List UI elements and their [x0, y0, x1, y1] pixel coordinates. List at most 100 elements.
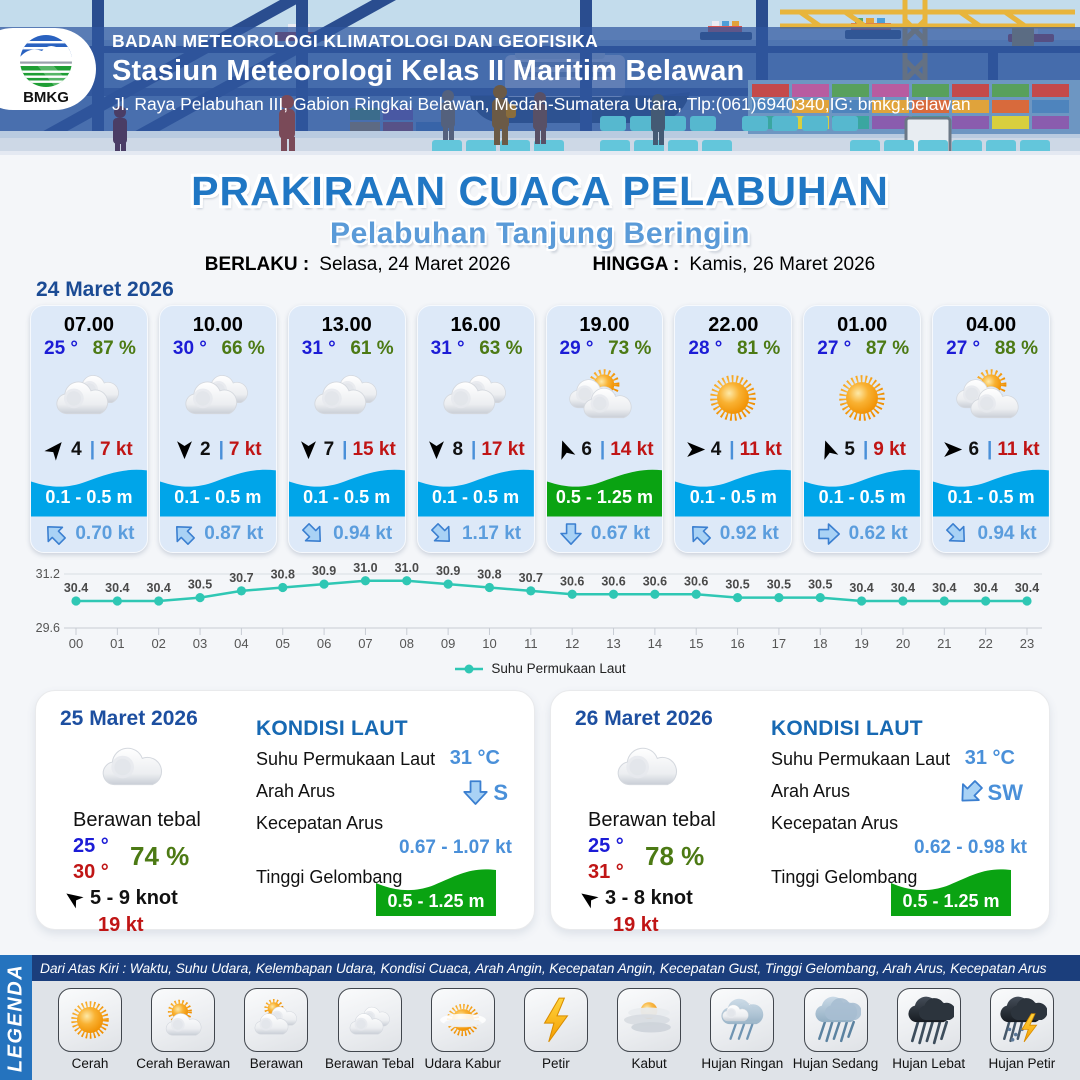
- weather-icon: [804, 360, 920, 436]
- current-row: 0.94 kt: [289, 517, 405, 552]
- legend-tile: [989, 988, 1054, 1052]
- daily-wave-shape-icon: [376, 869, 496, 916]
- agency-name: BADAN METEOROLOGI KLIMATOLOGI DAN GEOFIS…: [112, 31, 599, 51]
- wave-height: 0.1 - 0.5 m: [947, 486, 1035, 507]
- daily-weather-icon: [100, 743, 166, 794]
- header-banner: BMKG BADAN METEOROLOGI KLIMATOLOGI DAN G…: [0, 0, 1080, 155]
- daily-weather-icon: [615, 743, 681, 794]
- legend-weather-icon: [717, 995, 767, 1045]
- wind-direction-icon: [685, 439, 706, 460]
- legend-item: Berawan Tebal: [325, 988, 414, 1080]
- current-direction-icon: [941, 517, 975, 551]
- sst-value: 31 °C: [964, 747, 1015, 769]
- chart-xtick-label: 05: [276, 636, 290, 651]
- legend-label: Hujan Ringan: [701, 1056, 784, 1071]
- wind-gust: 17 kt: [481, 438, 525, 460]
- legend-label: Hujan Lebat: [892, 1056, 966, 1071]
- chart-value-label: 30.8: [477, 568, 501, 582]
- humidity: 87 %: [92, 338, 136, 359]
- wind-speed: 4: [71, 438, 82, 460]
- current-direction-label: Arah Arus: [771, 781, 851, 801]
- chart-data-point: [360, 576, 371, 586]
- wave-band: 0.1 - 0.5 m: [159, 463, 276, 517]
- daily-date: 26 Maret 2026: [575, 707, 713, 730]
- chart-xtick-label: 13: [606, 636, 620, 651]
- chart-data-point: [443, 579, 453, 589]
- legend-tile: [523, 988, 588, 1052]
- sst-chart: 31.2 29.6 30.4 00 30.4 01 30.4 02 30.5 03 30.7 04 30…: [30, 557, 1050, 676]
- chart-data-point: [526, 586, 536, 596]
- legend-item: Hujan Sedang: [792, 988, 880, 1080]
- current-direction-text: SW: [987, 779, 1023, 805]
- legend-tile: [896, 988, 961, 1052]
- forecast-time: 22.00: [708, 314, 759, 336]
- chart-value-label: 30.4: [891, 581, 915, 595]
- wave-height: 0.1 - 0.5 m: [689, 486, 777, 507]
- legend-weather-icon: [531, 995, 581, 1045]
- berlaku-label: BERLAKU :: [204, 254, 310, 275]
- wind-row: 5 | 9 kt: [804, 436, 920, 464]
- wave-shape-icon: [159, 470, 276, 517]
- chart-xtick-label: 22: [978, 636, 992, 651]
- forecast-time: 13.00: [321, 314, 372, 336]
- current-direction-indicator: SW: [957, 779, 1023, 806]
- current-row: 0.92 kt: [675, 517, 791, 552]
- wind-gust: 7 kt: [100, 438, 133, 460]
- current-direction-icon: [559, 522, 583, 546]
- wave-band: 0.1 - 0.5 m: [933, 463, 1049, 517]
- forecast-date-label: 24 Maret 2026: [36, 278, 174, 301]
- chart-value-label: 30.5: [808, 578, 832, 592]
- legend-item: Udara Kabur: [419, 988, 507, 1080]
- wind-direction-icon: [815, 436, 842, 463]
- forecast-card: 16.00 31 ° 63 % 8 | 17 kt 0.1 - 0.5 m 1.…: [416, 305, 535, 553]
- chart-xtick-label: 21: [937, 636, 951, 651]
- chart-value-label: 30.8: [271, 568, 295, 582]
- daily-card: 25 Maret 2026 Berawan tebal 25 ° 30 ° 74…: [35, 690, 535, 936]
- chart-value-label: 30.6: [684, 574, 708, 588]
- chart-xtick-label: 16: [730, 636, 744, 651]
- separator: |: [89, 438, 96, 460]
- legend-item: Kabut: [605, 988, 693, 1080]
- station-name: Stasiun Meteorologi Kelas II Maritim Bel…: [112, 55, 745, 87]
- separator: |: [342, 438, 348, 460]
- chart-xtick-label: 11: [524, 636, 538, 651]
- legend-label: Petir: [542, 1056, 570, 1071]
- chart-data-point: [691, 589, 701, 599]
- current-speed: 0.67 kt: [590, 523, 651, 545]
- forecast-time: 16.00: [450, 314, 501, 336]
- sea-conditions-panel: KONDISI LAUT Suhu Permukaan Laut 31 °C A…: [252, 691, 534, 929]
- chart-value-label: 30.5: [725, 578, 749, 592]
- legend-label: Cerah: [71, 1056, 109, 1071]
- wind-row: 6 | 11 kt: [933, 436, 1049, 464]
- port-illustration: [0, 0, 1080, 155]
- wave-shape-icon: [288, 470, 405, 517]
- wind-gust: 9 kt: [873, 438, 907, 460]
- daily-condition: Berawan tebal: [73, 809, 201, 831]
- chart-xtick-label: 02: [151, 636, 165, 651]
- forecast-time: 19.00: [579, 314, 630, 336]
- legend-tile: [803, 988, 868, 1052]
- daily-date: 25 Maret 2026: [60, 707, 198, 730]
- station-address: Jl. Raya Pelabuhan III, Gabion Ringkai B…: [112, 94, 971, 114]
- weather-icon: [160, 360, 276, 436]
- wave-height: 0.1 - 0.5 m: [174, 486, 262, 507]
- legend-tile: [617, 988, 682, 1052]
- weather-icon: [31, 360, 147, 436]
- forecast-time: 04.00: [966, 314, 1017, 336]
- forecast-time: 07.00: [63, 314, 114, 336]
- current-direction-icon: [817, 522, 841, 546]
- wave-band: 0.5 - 1.25 m: [546, 463, 663, 517]
- bmkg-logo-text: BMKG: [23, 89, 69, 106]
- sst-value: 31 °C: [449, 747, 500, 769]
- current-row: 0.94 kt: [933, 517, 1049, 552]
- legend-weather-icon: [251, 995, 301, 1045]
- wave-band: 0.1 - 0.5 m: [675, 463, 792, 517]
- daily-wave-height: 0.5 - 1.25 m: [902, 891, 1000, 911]
- chart-value-label: 30.4: [147, 581, 171, 595]
- current-speed: 0.94 kt: [333, 523, 393, 545]
- wind-gust: 7 kt: [228, 438, 262, 460]
- legend-info-text: Dari Atas Kiri : Waktu, Suhu Udara, Kele…: [40, 960, 1047, 976]
- chart-data-point: [774, 593, 784, 603]
- chart-data-point: [278, 582, 288, 593]
- sea-current-direction-icon: [951, 773, 989, 811]
